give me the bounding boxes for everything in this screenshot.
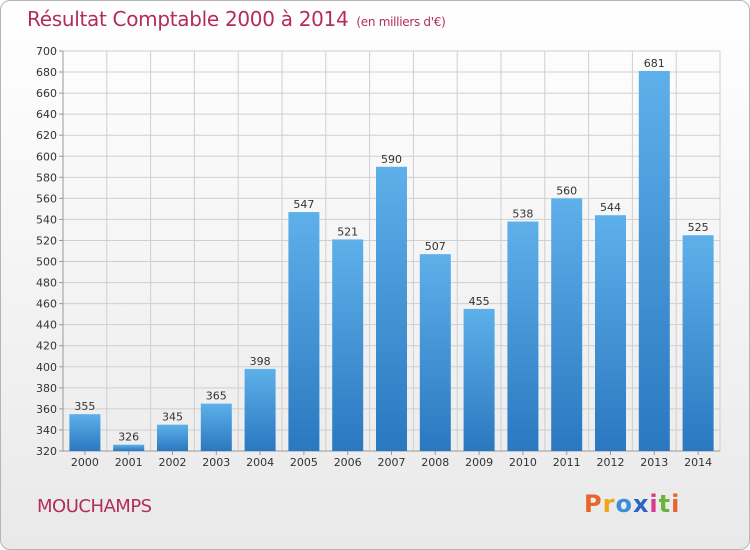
chart-subtitle: (en milliers d'€) <box>356 15 446 29</box>
y-tick-label: 460 <box>36 298 57 311</box>
x-tick-label-2000: 2000 <box>71 456 99 469</box>
x-tick-label-2003: 2003 <box>202 456 230 469</box>
y-tick-label: 520 <box>36 234 57 247</box>
y-tick-label: 500 <box>36 256 57 269</box>
x-tick-label-2007: 2007 <box>378 456 406 469</box>
chart-title: Résultat Comptable 2000 à 2014 (en millie… <box>27 7 446 31</box>
data-label-2013: 681 <box>644 57 665 70</box>
bar-2000 <box>69 414 101 451</box>
y-tick-label: 360 <box>36 403 57 416</box>
y-tick-label: 700 <box>36 45 57 58</box>
x-tick-label-2001: 2001 <box>115 456 143 469</box>
logo-letter: t <box>658 490 672 518</box>
bar-2009 <box>463 308 495 451</box>
x-tick-label-2012: 2012 <box>597 456 625 469</box>
bar-2002 <box>157 424 188 451</box>
x-tick-label-2011: 2011 <box>553 456 581 469</box>
y-tick-label: 400 <box>36 361 57 374</box>
data-label-2014: 525 <box>688 221 709 234</box>
y-tick-label: 660 <box>36 87 57 100</box>
data-labels: 355 326 345 365 398 547 521 590 507 455 538 560 544 6… <box>74 57 708 444</box>
data-label-2007: 590 <box>381 153 402 166</box>
commune-name: MOUCHAMPS <box>37 496 152 517</box>
y-tick-label: 480 <box>36 277 57 290</box>
data-label-2008: 507 <box>425 240 446 253</box>
y-tick-label: 540 <box>36 213 57 226</box>
logo-letter: r <box>602 490 616 518</box>
bar-2007 <box>376 166 407 451</box>
bar-2013 <box>638 71 670 451</box>
bar-2006 <box>332 239 364 451</box>
logo-letter: x <box>632 490 650 518</box>
y-tick-label: 380 <box>36 382 57 395</box>
logo-letter: o <box>615 490 633 518</box>
bar-2004 <box>244 368 276 451</box>
x-tick-label-2002: 2002 <box>159 456 187 469</box>
y-tick-label: 440 <box>36 319 57 332</box>
data-label-2010: 538 <box>512 208 533 221</box>
y-tick-label: 580 <box>36 171 57 184</box>
bar-2011 <box>551 198 583 451</box>
y-tick-label: 560 <box>36 192 57 205</box>
x-tick-label-2009: 2009 <box>465 456 493 469</box>
data-label-2012: 544 <box>600 201 621 214</box>
proxiti-logo[interactable]: Proxiti <box>584 490 680 518</box>
x-tick-label-2013: 2013 <box>640 456 668 469</box>
data-label-2005: 547 <box>293 198 314 211</box>
bar-2014 <box>682 235 714 451</box>
x-tick-label-2008: 2008 <box>421 456 449 469</box>
y-tick-label: 420 <box>36 340 57 353</box>
x-tick-label-2010: 2010 <box>509 456 537 469</box>
x-tick-label-2014: 2014 <box>684 456 712 469</box>
x-tick-label-2006: 2006 <box>334 456 362 469</box>
bar-2010 <box>507 221 539 451</box>
logo-letter: P <box>584 490 603 518</box>
title-text: Résultat Comptable 2000 à 2014 <box>27 7 349 31</box>
y-tick-label: 320 <box>36 445 57 458</box>
data-label-2006: 521 <box>337 225 358 238</box>
y-tick-label: 600 <box>36 150 57 163</box>
bar-2001 <box>113 444 145 451</box>
data-label-2009: 455 <box>469 295 490 308</box>
data-label-2002: 345 <box>162 411 183 424</box>
logo-letter: i <box>671 490 681 518</box>
bar-2003 <box>200 403 232 451</box>
data-label-2000: 355 <box>74 400 95 413</box>
x-tick-label-2005: 2005 <box>290 456 318 469</box>
logo-letter: i <box>649 490 659 518</box>
y-tick-label: 340 <box>36 424 57 437</box>
data-label-2003: 365 <box>206 390 227 403</box>
y-tick-label: 640 <box>36 108 57 121</box>
y-tick-label: 680 <box>36 66 57 79</box>
bar-2012 <box>595 215 626 451</box>
bar-2005 <box>288 212 320 451</box>
bar-2008 <box>419 254 451 451</box>
x-tick-label-2004: 2004 <box>246 456 274 469</box>
y-tick-label: 620 <box>36 129 57 142</box>
data-label-2011: 560 <box>556 184 577 197</box>
data-label-2001: 326 <box>118 431 139 444</box>
bars <box>69 71 714 451</box>
data-label-2004: 398 <box>250 355 271 368</box>
